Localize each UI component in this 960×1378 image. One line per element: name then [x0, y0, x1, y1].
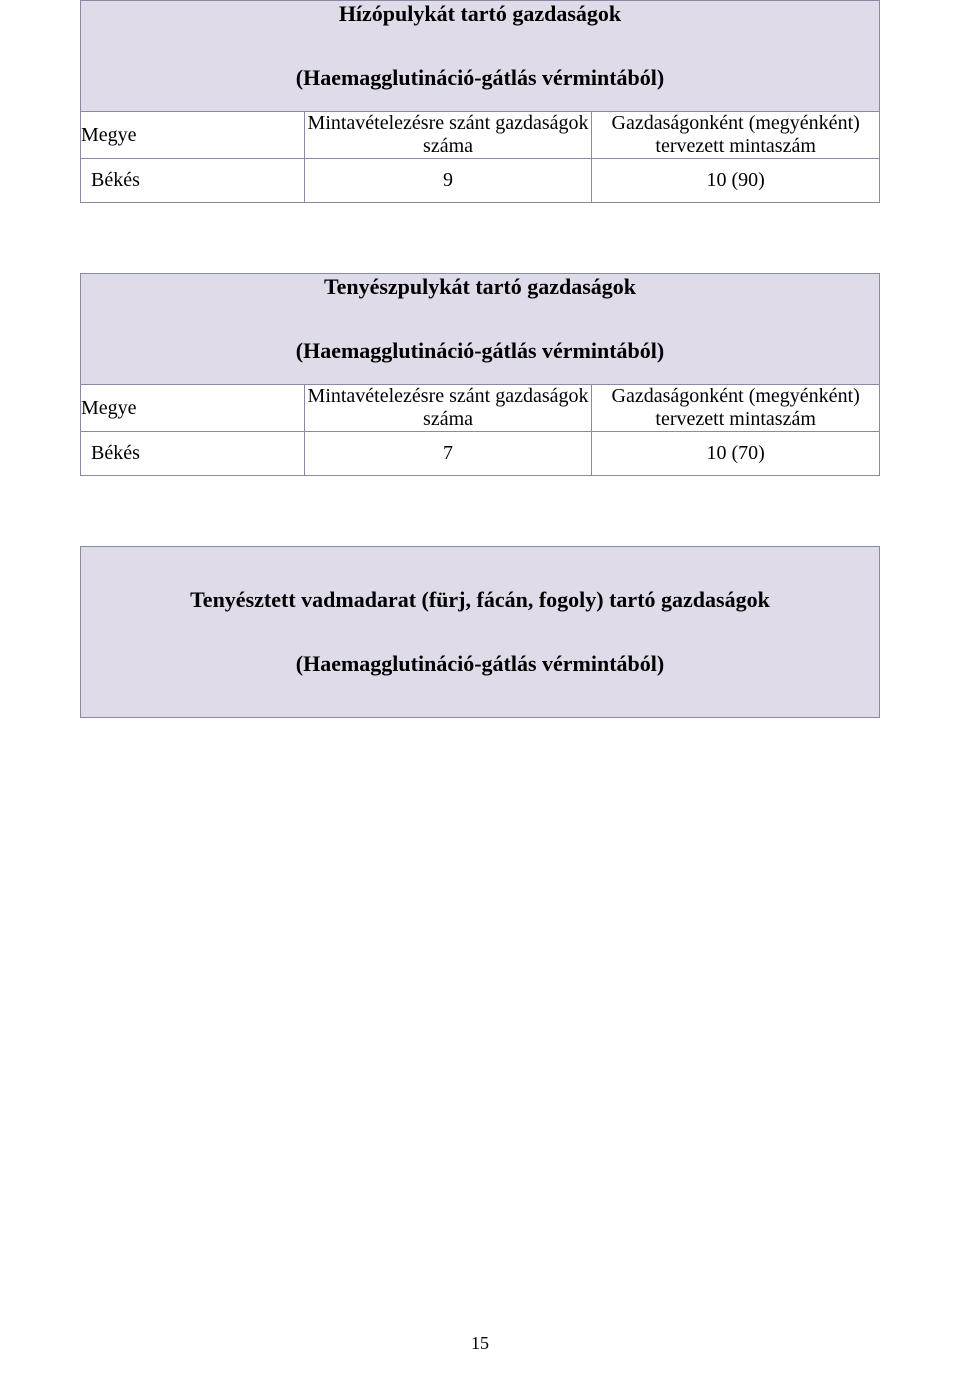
document-page: Hízópulykát tartó gazdaságok (Haemagglut…: [0, 0, 960, 1378]
cell-county: Békés: [81, 159, 305, 203]
table-column-headers: Megye Mintavételezésre szánt gazdaságok …: [81, 112, 880, 159]
cell-samples: 10 (70): [592, 432, 880, 476]
table-row: Békés 9 10 (90): [81, 159, 880, 203]
cell-samples: 10 (90): [592, 159, 880, 203]
table-row: Békés 7 10 (70): [81, 432, 880, 476]
table-column-headers: Megye Mintavételezésre szánt gazdaságok …: [81, 385, 880, 432]
colhead-samples: Gazdaságonként (megyénként) tervezett mi…: [592, 112, 880, 159]
colhead-farms: Mintavételezésre szánt gazdaságok száma: [304, 385, 592, 432]
table-subtitle: (Haemagglutináció-gátlás vérmintából): [81, 338, 879, 364]
cell-county: Békés: [81, 432, 305, 476]
table-header-row: Hízópulykát tartó gazdaságok (Haemagglut…: [81, 1, 880, 112]
cell-farms: 7: [304, 432, 592, 476]
table-tenyeszpulyka: Tenyészpulykát tartó gazdaságok (Haemagg…: [80, 273, 880, 476]
table-header-cell: Tenyészpulykát tartó gazdaságok (Haemagg…: [81, 274, 880, 385]
table-hizopulyka: Hízópulykát tartó gazdaságok (Haemagglut…: [80, 0, 880, 203]
table-vadmadar: Tenyésztett vadmadarat (fürj, fácán, fog…: [80, 546, 880, 718]
table-header-cell: Hízópulykát tartó gazdaságok (Haemagglut…: [81, 1, 880, 112]
spacer: [80, 476, 880, 546]
table-header-row: Tenyészpulykát tartó gazdaságok (Haemagg…: [81, 274, 880, 385]
colhead-farms: Mintavételezésre szánt gazdaságok száma: [304, 112, 592, 159]
table-title: Tenyésztett vadmadarat (fürj, fácán, fog…: [81, 587, 879, 613]
table-subtitle: (Haemagglutináció-gátlás vérmintából): [81, 65, 879, 91]
spacer: [80, 203, 880, 273]
page-number: 15: [0, 1333, 960, 1354]
colhead-megye: Megye: [81, 112, 305, 159]
table-title: Hízópulykát tartó gazdaságok: [81, 1, 879, 27]
table-subtitle: (Haemagglutináció-gátlás vérmintából): [81, 651, 879, 677]
table-header-cell: Tenyésztett vadmadarat (fürj, fácán, fog…: [81, 547, 880, 718]
cell-farms: 9: [304, 159, 592, 203]
table-header-row: Tenyésztett vadmadarat (fürj, fácán, fog…: [81, 547, 880, 718]
table-title: Tenyészpulykát tartó gazdaságok: [81, 274, 879, 300]
colhead-megye: Megye: [81, 385, 305, 432]
colhead-samples: Gazdaságonként (megyénként) tervezett mi…: [592, 385, 880, 432]
